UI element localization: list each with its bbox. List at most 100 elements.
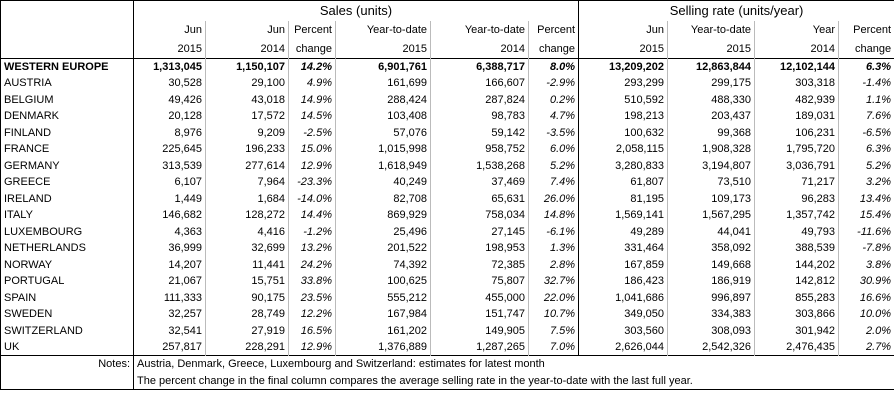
column-header: Percent <box>288 20 336 40</box>
data-cell: 3,036,791 <box>754 157 839 174</box>
data-cell: 758,034 <box>430 207 529 224</box>
row-label: FINLAND <box>0 124 134 141</box>
empty-cell <box>0 0 134 21</box>
data-cell: 510,592 <box>578 91 668 108</box>
data-cell: 14,207 <box>133 256 206 273</box>
data-cell: -3.5% <box>527 124 579 141</box>
data-cell: 303,560 <box>578 322 668 339</box>
data-cell: 198,953 <box>430 240 529 257</box>
data-cell: 111,333 <box>133 289 206 306</box>
data-row: UK 257,817 228,291 12.9% 1,376,889 1,287,265 7… <box>0 339 894 356</box>
data-cell: 10.0% <box>838 306 894 323</box>
notes-text: The percent change in the final column c… <box>132 372 894 390</box>
data-cell: 277,614 <box>205 157 289 174</box>
data-cell: 1,015,998 <box>335 141 431 158</box>
data-cell: -6.5% <box>838 124 894 141</box>
data-cell: 71,217 <box>754 174 839 191</box>
data-cell: 28,749 <box>205 306 289 323</box>
data-cell: 1,569,141 <box>578 207 668 224</box>
data-cell: 7.5% <box>527 322 579 339</box>
data-cell: 26.0% <box>527 190 579 207</box>
data-cell: 6.0% <box>527 141 579 158</box>
column-header: Percent <box>527 20 579 40</box>
row-label: WESTERN EUROPE <box>0 58 134 75</box>
data-cell: 303,318 <box>754 75 839 92</box>
data-cell: 482,939 <box>754 91 839 108</box>
data-cell: 99,368 <box>667 124 755 141</box>
data-cell: 12.9% <box>288 339 336 356</box>
column-header: change <box>838 39 894 59</box>
column-header: Year-to-date <box>335 20 431 40</box>
data-row: PORTUGAL 21,067 15,751 33.8% 100,625 75,807 32… <box>0 273 894 290</box>
data-cell: 14.9% <box>288 91 336 108</box>
data-row: SWEDEN 32,257 28,749 12.2% 167,984 151,747 10.… <box>0 306 894 323</box>
data-row: ITALY 146,682 128,272 14.4% 869,929 758,034 14… <box>0 207 894 224</box>
data-cell: 313,539 <box>133 157 206 174</box>
data-cell: 57,076 <box>335 124 431 141</box>
data-cell: 82,708 <box>335 190 431 207</box>
notes-label: Notes: <box>0 355 134 373</box>
data-cell: 1.3% <box>527 240 579 257</box>
data-cell: 30,528 <box>133 75 206 92</box>
notes-row: The percent change in the final column c… <box>0 372 894 390</box>
data-cell: 103,408 <box>335 108 431 125</box>
data-cell: 23.5% <box>288 289 336 306</box>
row-label: DENMARK <box>0 108 134 125</box>
data-row: IRELAND 1,449 1,684 -14.0% 82,708 65,631 26.0%… <box>0 190 894 207</box>
data-cell: 4.9% <box>288 75 336 92</box>
data-cell: -14.0% <box>288 190 336 207</box>
data-cell: 49,289 <box>578 223 668 240</box>
data-row: SPAIN 111,333 90,175 23.5% 555,212 455,000 22.… <box>0 289 894 306</box>
data-cell: 303,866 <box>754 306 839 323</box>
data-cell: 149,668 <box>667 256 755 273</box>
row-label: NETHERLANDS <box>0 240 134 257</box>
data-cell: 72,385 <box>430 256 529 273</box>
data-row: AUSTRIA 30,528 29,100 4.9% 161,699 166,607 -2.… <box>0 75 894 92</box>
column-header-row: 2015 2014 change 2015 2014 change 2015 2015 2014… <box>0 39 894 59</box>
data-cell: 7.6% <box>838 108 894 125</box>
data-cell: 1,795,720 <box>754 141 839 158</box>
data-cell: 16.5% <box>288 322 336 339</box>
data-cell: 7.4% <box>527 174 579 191</box>
data-cell: 15.0% <box>288 141 336 158</box>
data-cell: 149,905 <box>430 322 529 339</box>
data-cell: 12,102,144 <box>754 58 839 75</box>
data-cell: 2,542,326 <box>667 339 755 356</box>
data-row: LUXEMBOURG 4,363 4,416 -1.2% 25,496 27,145 -6.… <box>0 223 894 240</box>
data-cell: 287,824 <box>430 91 529 108</box>
data-cell: 14.2% <box>288 58 336 75</box>
row-label: IRELAND <box>0 190 134 207</box>
data-cell: 146,682 <box>133 207 206 224</box>
data-row: NORWAY 14,207 11,441 24.2% 74,392 72,385 2.8% 1… <box>0 256 894 273</box>
data-cell: 20,128 <box>133 108 206 125</box>
column-header: 2015 <box>667 39 755 59</box>
data-cell: 349,050 <box>578 306 668 323</box>
data-row: GREECE 6,107 7,964 -23.3% 40,249 37,469 7.4% 61… <box>0 174 894 191</box>
data-cell: 167,984 <box>335 306 431 323</box>
data-cell: 14.4% <box>288 207 336 224</box>
data-cell: 29,100 <box>205 75 289 92</box>
data-cell: 6,107 <box>133 174 206 191</box>
data-cell: 10.7% <box>527 306 579 323</box>
column-header: Percent <box>838 20 894 40</box>
empty-cell <box>0 20 134 40</box>
data-cell: 225,645 <box>133 141 206 158</box>
data-cell: 198,213 <box>578 108 668 125</box>
row-label: ITALY <box>0 207 134 224</box>
data-cell: 109,173 <box>667 190 755 207</box>
data-cell: 2,476,435 <box>754 339 839 356</box>
data-row: DENMARK 20,128 17,572 14.5% 103,408 98,783 4.7… <box>0 108 894 125</box>
data-row: BELGIUM 49,426 43,018 14.9% 288,424 287,824 0.… <box>0 91 894 108</box>
data-row: WESTERN EUROPE 1,313,045 1,150,107 14.2% 6,9… <box>0 58 894 75</box>
row-label: NORWAY <box>0 256 134 273</box>
notes-label <box>0 372 134 390</box>
data-cell: 44,041 <box>667 223 755 240</box>
data-cell: 65,631 <box>430 190 529 207</box>
data-cell: 301,942 <box>754 322 839 339</box>
data-cell: -1.4% <box>838 75 894 92</box>
data-cell: 2.0% <box>838 322 894 339</box>
data-row: GERMANY 313,539 277,614 12.9% 1,618,949 1,538… <box>0 157 894 174</box>
data-cell: -7.8% <box>838 240 894 257</box>
row-label: SPAIN <box>0 289 134 306</box>
data-cell: 7.0% <box>527 339 579 356</box>
